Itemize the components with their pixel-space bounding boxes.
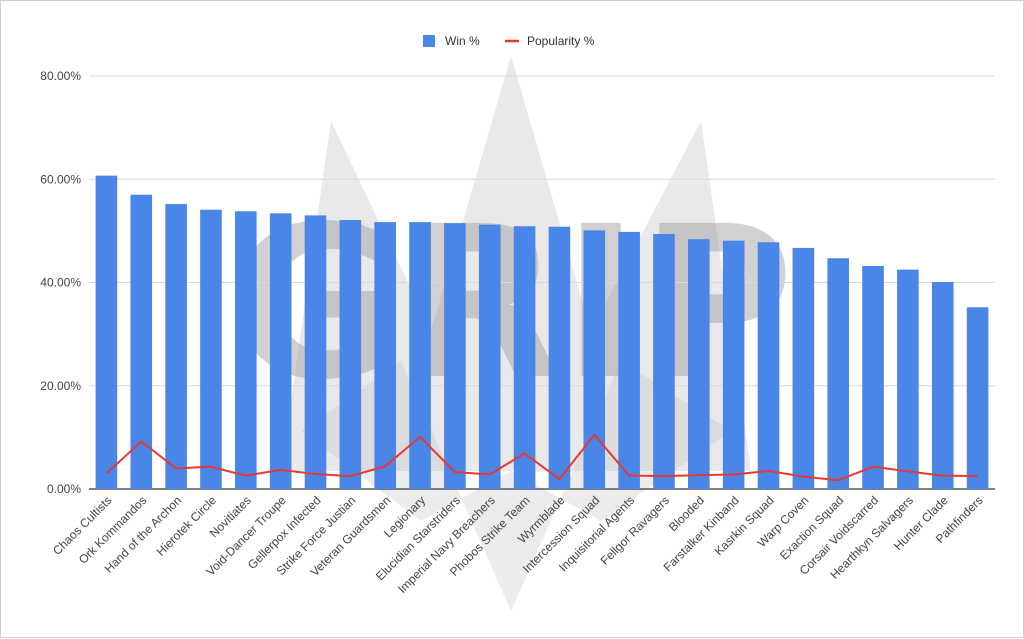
bar	[793, 248, 815, 489]
bar	[967, 307, 989, 489]
legend: Win % Popularity %	[423, 34, 595, 48]
bar	[618, 232, 640, 489]
bar	[270, 213, 292, 489]
y-tick-label: 0.00%	[47, 482, 81, 496]
y-axis-ticks: 0.00% 20.00% 40.00% 60.00% 80.00%	[40, 69, 81, 496]
bar	[374, 222, 396, 489]
bar	[514, 226, 536, 489]
y-tick-label: 80.00%	[40, 69, 81, 83]
bar	[758, 242, 780, 489]
bar	[653, 234, 675, 489]
bar	[932, 282, 954, 489]
bar	[305, 215, 327, 489]
y-tick-label: 40.00%	[40, 276, 81, 290]
bar	[688, 239, 710, 489]
y-tick-label: 60.00%	[40, 172, 81, 186]
bar	[96, 176, 118, 489]
bar	[827, 258, 849, 489]
bar	[723, 241, 745, 489]
bar	[340, 220, 362, 489]
bar	[235, 211, 257, 489]
bar	[200, 210, 222, 489]
bar	[130, 195, 152, 489]
legend-label-win: Win %	[445, 34, 480, 48]
bar	[444, 223, 466, 489]
legend-swatch-win	[423, 35, 435, 47]
bar	[549, 227, 571, 489]
bar	[583, 230, 605, 489]
x-tick-label: Chaos Cultists	[50, 493, 115, 558]
legend-label-popularity: Popularity %	[527, 34, 595, 48]
bar	[165, 204, 187, 489]
bar	[862, 266, 884, 489]
bar	[897, 270, 919, 489]
bar	[479, 225, 501, 489]
bar	[409, 222, 431, 489]
y-tick-label: 20.00%	[40, 379, 81, 393]
